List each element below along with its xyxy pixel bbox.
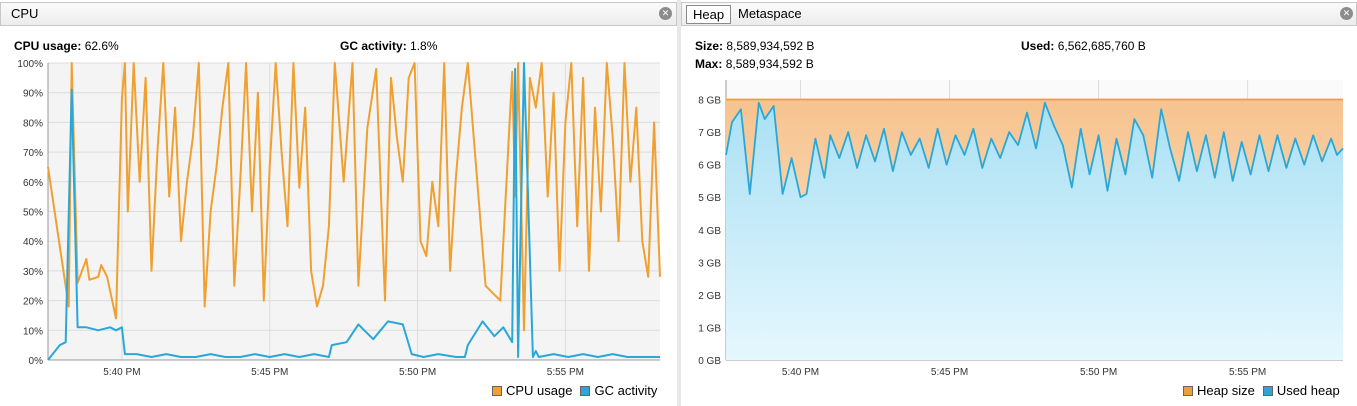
y-tick-label: 7 GB xyxy=(698,128,721,139)
legend-swatch-gc-activity xyxy=(580,385,591,396)
y-tick-label: 8 GB xyxy=(698,96,721,107)
y-tick-label: 20% xyxy=(23,297,43,308)
cpu-usage-label: CPU usage: xyxy=(14,39,82,53)
x-tick-label: 5:40 PM xyxy=(782,367,819,378)
series-area-used-heap xyxy=(726,102,1343,361)
heap-max-stat: Max: 8,589,934,592 B xyxy=(695,57,814,71)
tab-metaspace[interactable]: Metaspace xyxy=(738,6,802,21)
y-tick-label: 100% xyxy=(17,59,43,70)
x-tick-label: 5:55 PM xyxy=(1229,367,1266,378)
heap-max-value: 8,589,934,592 B xyxy=(725,57,814,71)
gc-activity-value: 1.8% xyxy=(410,39,438,53)
cpu-panel: CPU ✕ CPU usage: 62.6% GC activity: 1.8%… xyxy=(0,0,677,406)
y-tick-label: 90% xyxy=(23,89,43,100)
legend-label-gc-activity: GC activity xyxy=(594,383,658,398)
heap-used-label: Used: xyxy=(1021,39,1055,53)
legend-label-heap-size: Heap size xyxy=(1197,383,1255,398)
cpu-legend: CPU usage GC activity xyxy=(484,383,657,398)
x-tick-label: 5:55 PM xyxy=(547,367,584,378)
y-tick-label: 0 GB xyxy=(698,356,721,367)
y-tick-label: 6 GB xyxy=(698,161,721,172)
heap-size-value: 8,589,934,592 B xyxy=(726,39,815,53)
y-tick-label: 4 GB xyxy=(698,226,721,237)
panel-divider[interactable] xyxy=(677,0,681,406)
heap-chart: 0 GB 1 GB 2 GB 3 GB 4 GB 5 GB 6 GB 7 GB 8 GB 5:40… xyxy=(698,80,1344,378)
series-line-used-heap xyxy=(725,101,1344,199)
heap-size-stat: Size: 8,589,934,592 B xyxy=(695,39,814,53)
tab-cpu[interactable]: CPU xyxy=(11,6,39,21)
y-tick-label: 60% xyxy=(23,178,43,189)
cpu-tab-bar: CPU ✕ xyxy=(0,2,677,26)
heap-tab-bar: Heap Metaspace ✕ xyxy=(681,2,1357,26)
heap-used-stat: Used: 6,562,685,760 B xyxy=(1021,39,1146,53)
legend-swatch-used-heap xyxy=(1262,385,1273,396)
legend-label-used-heap: Used heap xyxy=(1276,383,1340,398)
y-tick-label: 30% xyxy=(23,267,43,278)
cpu-usage-value: 62.6% xyxy=(84,39,119,53)
heap-panel: Heap Metaspace ✕ Size: 8,589,934,592 B U… xyxy=(681,0,1357,406)
close-icon[interactable]: ✕ xyxy=(659,7,672,20)
series-line-gc-activity xyxy=(47,62,660,361)
y-tick-label: 0% xyxy=(29,356,44,367)
y-tick-label: 1 GB xyxy=(698,323,721,334)
series-line-cpu-usage xyxy=(47,62,661,332)
gc-activity-stat: GC activity: 1.8% xyxy=(340,39,437,53)
cpu-chart: 0% 10% 20% 30% 40% 50% 60% 70% 80% 90% 100% 5:40 PM… xyxy=(17,59,661,378)
heap-legend: Heap size Used heap xyxy=(1175,383,1340,398)
y-tick-label: 5 GB xyxy=(698,193,721,204)
cpu-usage-stat: CPU usage: 62.6% xyxy=(14,39,119,53)
x-tick-label: 5:40 PM xyxy=(103,367,140,378)
tab-heap[interactable]: Heap xyxy=(686,5,732,24)
y-tick-label: 10% xyxy=(23,326,43,337)
x-tick-label: 5:50 PM xyxy=(399,367,436,378)
y-tick-label: 50% xyxy=(23,208,43,219)
heap-size-label: Size: xyxy=(695,39,724,53)
y-tick-label: 3 GB xyxy=(698,258,721,269)
heap-max-label: Max: xyxy=(695,57,723,71)
x-tick-label: 5:45 PM xyxy=(931,367,968,378)
y-tick-label: 2 GB xyxy=(698,291,721,302)
gc-activity-label: GC activity: xyxy=(340,39,407,53)
y-tick-label: 80% xyxy=(23,118,43,129)
close-icon[interactable]: ✕ xyxy=(1340,7,1353,20)
heap-used-value: 6,562,685,760 B xyxy=(1057,39,1146,53)
y-tick-label: 40% xyxy=(23,237,43,248)
legend-label-cpu-usage: CPU usage xyxy=(506,383,573,398)
x-tick-label: 5:45 PM xyxy=(251,367,288,378)
legend-swatch-cpu-usage xyxy=(492,385,502,396)
x-tick-label: 5:50 PM xyxy=(1080,367,1117,378)
legend-swatch-heap-size xyxy=(1183,385,1193,396)
y-tick-label: 70% xyxy=(23,148,43,159)
